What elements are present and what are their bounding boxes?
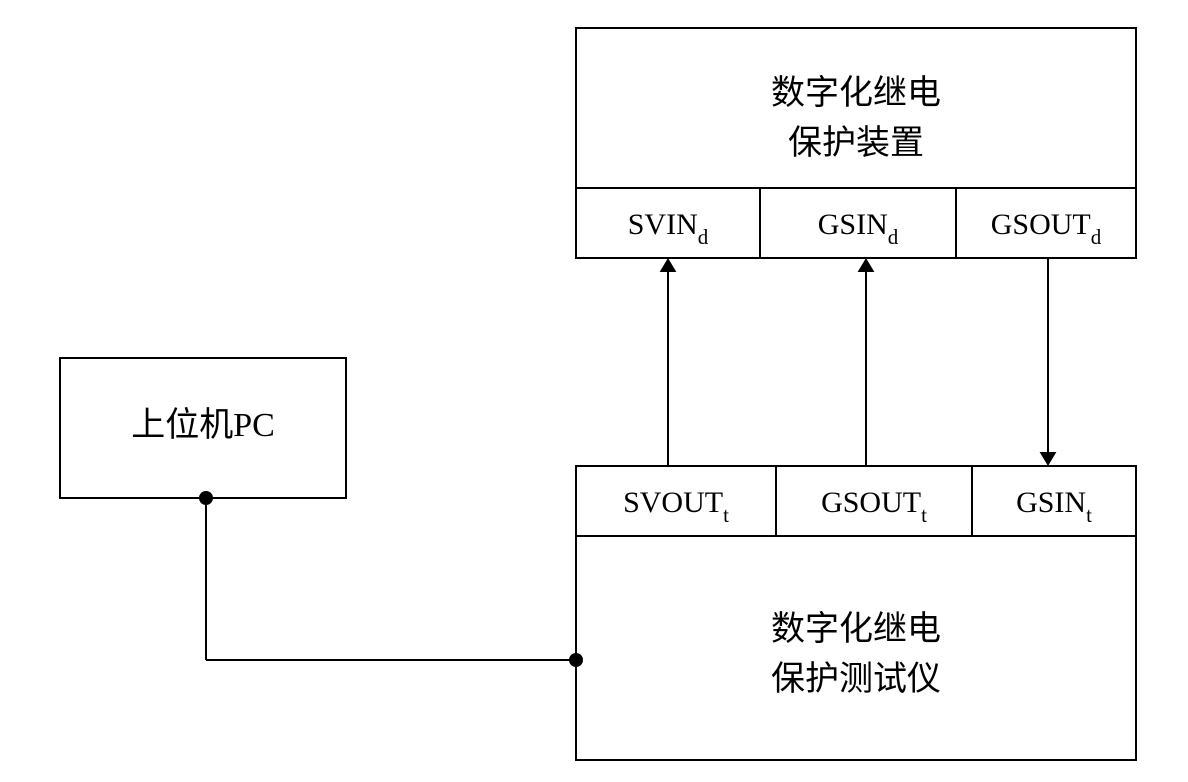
arrow-head-gsout — [858, 258, 875, 272]
pc-label: 上位机PC — [131, 406, 275, 444]
device-label-line1: 数字化继电 — [771, 74, 941, 112]
device-port-gsin-d: GSINd — [818, 208, 899, 249]
arrow-head-gsin — [1040, 452, 1057, 466]
device-label-line2: 保护装置 — [788, 124, 924, 162]
tester-port-svout-t: SVOUTt — [623, 486, 729, 527]
diagram-canvas: 上位机PC数字化继电保护装置SVINdGSINdGSOUTd数字化继电保护测试仪… — [0, 0, 1188, 782]
tester-label-line1: 数字化继电 — [771, 610, 941, 648]
device-port-svin-d: SVINd — [628, 208, 709, 249]
device-port-gsout-d: GSOUTd — [991, 208, 1102, 249]
pc-link-dot-start — [199, 491, 213, 505]
tester-port-gsout-t: GSOUTt — [821, 486, 927, 527]
arrow-head-sv — [660, 258, 677, 272]
pc-link-dot-end — [569, 653, 583, 667]
tester-port-gsin-t: GSINt — [1016, 486, 1092, 527]
tester-label-line2: 保护测试仪 — [771, 660, 941, 698]
